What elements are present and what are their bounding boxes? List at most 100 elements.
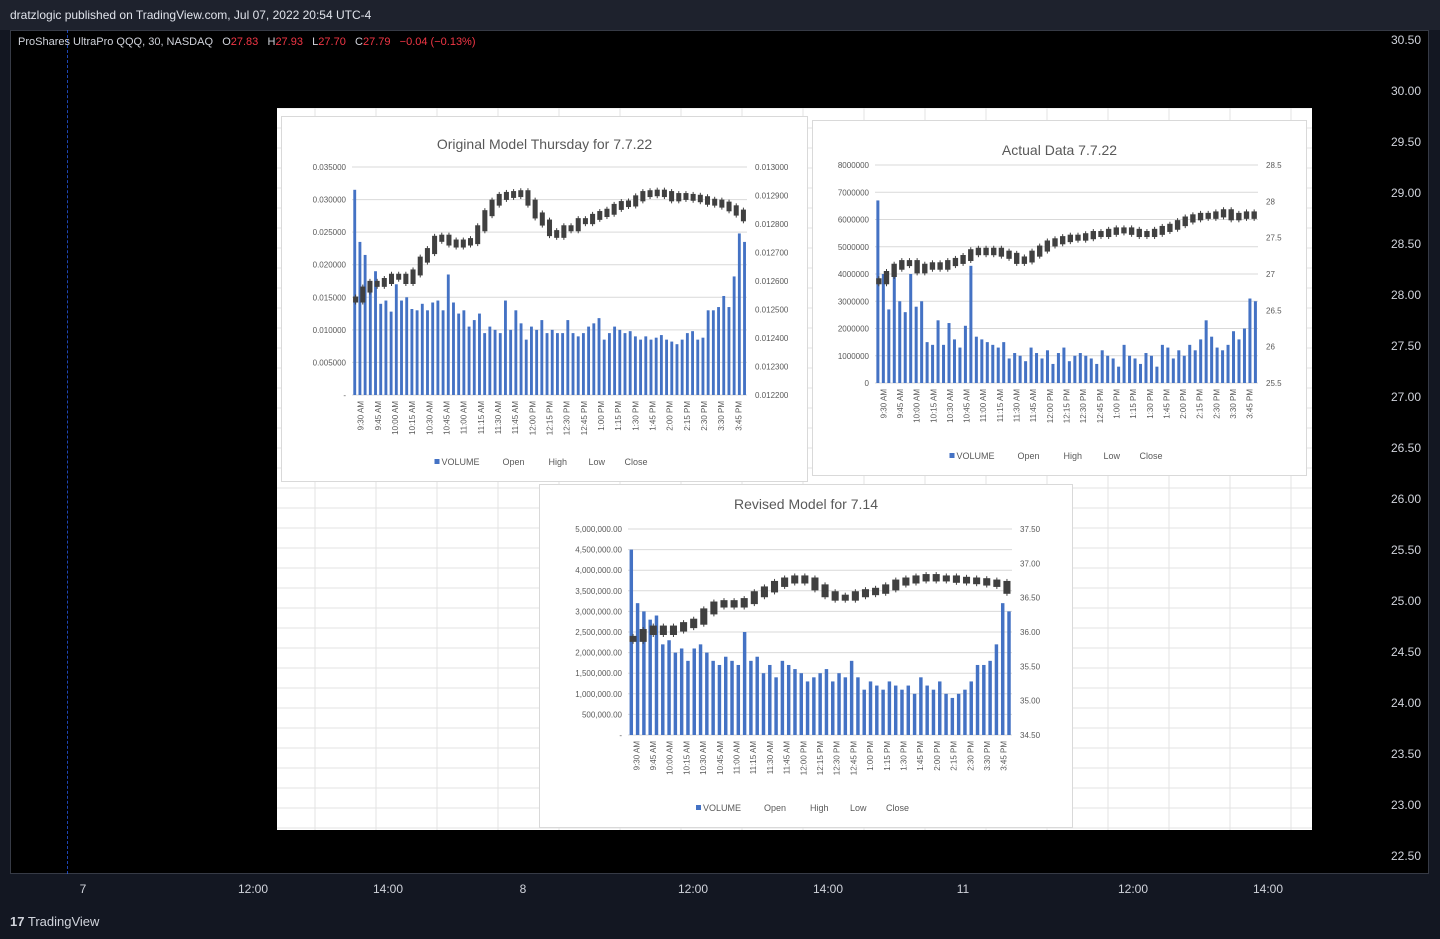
volume-bar xyxy=(862,689,866,735)
volume-bar xyxy=(648,619,652,735)
chart-svg: Actual Data 7.7.22 8000000 7000000 6000000 5… xyxy=(838,142,1282,461)
volume-bar xyxy=(717,307,720,395)
x-category-tick: 1:45 PM xyxy=(649,401,658,431)
volume-bar xyxy=(629,549,634,735)
y-right-tick: 27 xyxy=(1266,270,1275,279)
candle-body xyxy=(700,608,708,625)
volume-bar xyxy=(680,339,684,395)
y-left-tick: 3000000 xyxy=(838,297,870,306)
volume-bar xyxy=(914,306,918,383)
candle-body xyxy=(841,594,849,601)
price-tick: 30.50 xyxy=(1390,33,1421,47)
volume-bar xyxy=(1248,298,1252,383)
candle-body xyxy=(424,248,430,263)
volume-bar xyxy=(1149,355,1153,383)
volume-bar xyxy=(1242,328,1246,383)
y-left-tick: 0.035000 xyxy=(313,163,347,172)
volume-bar xyxy=(556,333,559,395)
volume-bar xyxy=(1062,347,1066,383)
candle-body xyxy=(1029,250,1035,263)
y-right-tick: 25.5 xyxy=(1266,379,1282,388)
price-tick: 24.00 xyxy=(1390,696,1421,710)
volume-bar xyxy=(925,342,929,384)
x-category-tick: 1:45 PM xyxy=(916,741,925,771)
candle-body xyxy=(1113,227,1119,235)
volume-bar xyxy=(633,336,637,395)
time-tick: 14:00 xyxy=(812,882,844,896)
candle-body xyxy=(760,586,768,598)
candle-body xyxy=(1037,245,1043,257)
candle-body xyxy=(669,625,678,635)
volume-bar xyxy=(705,652,709,735)
volume-bar xyxy=(980,339,984,383)
volume-bar xyxy=(1122,344,1126,383)
candle-body xyxy=(683,193,689,200)
volume-bar xyxy=(1067,361,1071,383)
volume-bar xyxy=(912,693,917,735)
high-value: 27.93 xyxy=(275,36,303,48)
price-tick: 25.50 xyxy=(1390,543,1421,557)
volume-bar xyxy=(1139,363,1143,383)
publisher-line: dratzlogic published on TradingView.com,… xyxy=(10,8,372,22)
volume-bar xyxy=(509,329,513,395)
volume-bar xyxy=(353,189,357,395)
legend-entry: Low xyxy=(589,457,606,467)
y-left-tick: 0.020000 xyxy=(313,261,347,270)
candle-body xyxy=(719,199,725,208)
candle-body xyxy=(659,625,667,635)
price-tick: 29.00 xyxy=(1390,186,1421,200)
x-category-tick: 10:30 AM xyxy=(699,741,708,775)
volume-bar xyxy=(665,339,668,395)
volume-bar xyxy=(1237,339,1241,383)
x-category-tick: 9:30 AM xyxy=(879,389,888,419)
volume-bar xyxy=(478,313,481,395)
volume-bar xyxy=(1084,355,1088,383)
volume-bar xyxy=(635,603,640,735)
x-category-tick: 3:30 PM xyxy=(717,401,726,431)
volume-bar xyxy=(1253,301,1257,383)
volume-bar xyxy=(535,329,539,395)
volume-bar xyxy=(540,320,544,395)
x-category-tick: 1:00 PM xyxy=(866,741,875,771)
x-category-tick: 9:45 AM xyxy=(649,741,658,771)
candle-body xyxy=(649,625,657,635)
price-axis[interactable]: 30.50 30.00 29.50 29.00 28.50 28.00 27.50 27.00… xyxy=(1380,30,1429,874)
candle-body xyxy=(861,589,870,598)
volume-bar xyxy=(1000,603,1005,735)
volume-bar xyxy=(597,318,601,395)
volume-bar xyxy=(483,333,487,395)
candle-body xyxy=(639,629,647,642)
y-right-tick: 0.012400 xyxy=(755,334,789,343)
volume-bar xyxy=(793,669,797,735)
candle-body xyxy=(554,230,560,238)
tradingview-logo[interactable]: 17 TradingView xyxy=(10,914,100,929)
volume-bar xyxy=(400,300,403,395)
volume-bar xyxy=(623,333,627,395)
candle-body xyxy=(669,191,675,202)
candle-body xyxy=(546,219,553,237)
time-tick: 12:00 xyxy=(677,882,709,896)
volume-bar xyxy=(358,241,362,395)
y-left-tick: 8000000 xyxy=(838,161,870,170)
candle-body xyxy=(876,278,882,285)
legend-entry: Low xyxy=(1104,451,1121,461)
volume-bar xyxy=(576,336,580,395)
time-axis[interactable]: 7 12:00 14:00 8 12:00 14:00 11 12:00 14:00 xyxy=(10,874,1429,904)
volume-bar xyxy=(938,681,942,735)
volume-bar xyxy=(685,333,689,395)
volume-bar xyxy=(706,310,710,395)
candle-body xyxy=(851,591,859,601)
candle-body xyxy=(388,273,395,284)
y-left-tick: 5,000,000.00 xyxy=(575,525,622,534)
volume-bar xyxy=(724,656,728,735)
candle-body xyxy=(1014,252,1020,264)
x-category-tick: 2:00 PM xyxy=(666,401,675,431)
volume-bar xyxy=(675,344,679,395)
legend-entry: High xyxy=(1064,451,1083,461)
open-label: O xyxy=(222,36,231,48)
time-tick: 14:00 xyxy=(372,882,404,896)
candle-body xyxy=(781,577,789,587)
candle-body xyxy=(968,249,974,262)
candle-body xyxy=(1021,256,1028,264)
volume-bar xyxy=(780,660,785,735)
